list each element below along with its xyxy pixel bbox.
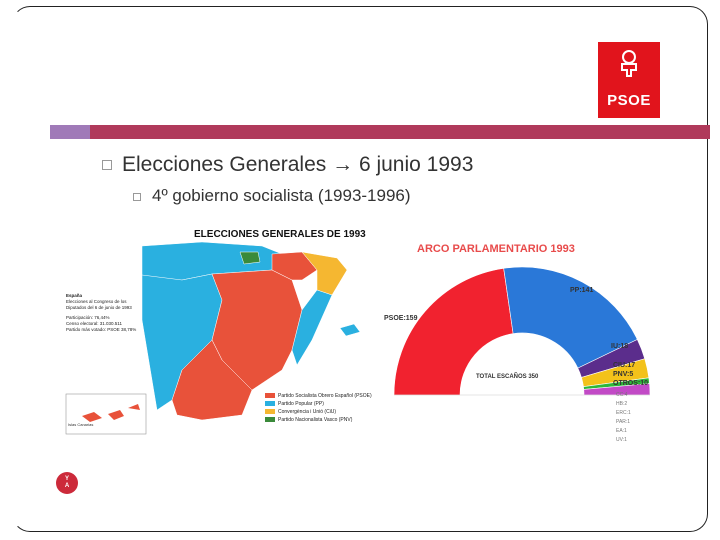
label-psoe: PSOE:159 — [384, 315, 418, 322]
slide-frame — [12, 6, 708, 532]
psoe-logo: PSOE — [598, 42, 660, 118]
arc-chart-title: ARCO PARLAMENTARIO 1993 — [417, 243, 575, 255]
legend-label: Partido Socialista Obrero Español (PSOE) — [278, 393, 372, 399]
arc-slice-psoe — [393, 267, 514, 396]
frame-gap — [6, 30, 18, 510]
map-region-pnv — [239, 251, 261, 265]
badge-line: A — [64, 483, 70, 489]
map-legend: Partido Socialista Obrero Español (PSOE)… — [265, 392, 372, 424]
map-info-line: Censo electoral: 31.030.511 — [66, 321, 122, 326]
rose-fist-icon — [621, 50, 637, 77]
label-iu: IU:18 — [611, 343, 629, 350]
bullet-square-icon — [102, 160, 112, 170]
map-region-pp — [291, 289, 333, 366]
canarias-inset — [65, 393, 147, 435]
legend-label: Convergència i Unió (CiU) — [278, 409, 337, 415]
accent-bar — [50, 125, 710, 139]
legend-swatch — [265, 417, 275, 423]
canarias-label: Islas Canarias — [68, 422, 93, 427]
otros-item: EA:1 — [616, 428, 627, 434]
map-title: ELECCIONES GENERALES DE 1993 — [194, 229, 366, 240]
map-info-line: Participación: 76,44% — [66, 315, 110, 320]
bullet-square-icon — [133, 193, 141, 201]
otros-item: CC:4 — [616, 392, 628, 398]
legend-label: Partido Nacionalista Vasco (PNV) — [278, 417, 353, 423]
map-info: España Elecciones al Congreso de los Dip… — [66, 293, 166, 333]
label-pnv: PNV:5 — [613, 371, 634, 378]
legend-label: Partido Popular (PP) — [278, 401, 324, 407]
legend-item: Convergència i Unió (CiU) — [265, 408, 372, 416]
legend-item: Partido Popular (PP) — [265, 400, 372, 408]
legend-item: Partido Nacionalista Vasco (PNV) — [265, 416, 372, 424]
legend-item: Partido Socialista Obrero Español (PSOE) — [265, 392, 372, 400]
footer-logo-badge: Y A — [56, 472, 78, 494]
arc-slice-pp — [503, 266, 638, 369]
slide-title: Elecciones Generales → 6 junio 1993 — [122, 153, 474, 176]
map-info-line: Elecciones al Congreso de los — [66, 299, 127, 304]
election-map: Islas Canarias — [65, 241, 361, 435]
otros-item: ERC:1 — [616, 410, 631, 416]
otros-item: UV:1 — [616, 437, 627, 443]
otros-item: HB:2 — [616, 401, 628, 407]
map-region-psoe — [171, 339, 253, 421]
map-info-line: Partido más votado: PSOE 38,78% — [66, 327, 137, 332]
label-ciu: CIU:17 — [613, 362, 636, 369]
label-pp: PP:141 — [570, 287, 594, 294]
slide-subtitle: 4º gobierno socialista (1993-1996) — [152, 186, 411, 205]
legend-swatch — [265, 393, 275, 399]
canarias-islands — [82, 404, 140, 422]
label-otros: OTROS:10 — [613, 380, 649, 387]
accent-bar-left — [50, 125, 90, 139]
center-label: TOTAL ESCAÑOS 350 — [476, 374, 539, 380]
legend-swatch — [265, 401, 275, 407]
parliament-arc-chart — [393, 266, 651, 396]
otros-item: PAR:1 — [616, 419, 631, 425]
badge-line: Y — [64, 476, 69, 482]
otros-breakdown: CC:4 HB:2 ERC:1 PAR:1 EA:1 UV:1 — [616, 391, 631, 445]
legend-swatch — [265, 409, 275, 415]
map-islands-baleares — [339, 323, 361, 337]
map-info-line: Diputados del 6 de junio de 1993 — [66, 305, 132, 310]
logo-text: PSOE — [607, 92, 651, 109]
map-info-line: España — [66, 293, 83, 298]
